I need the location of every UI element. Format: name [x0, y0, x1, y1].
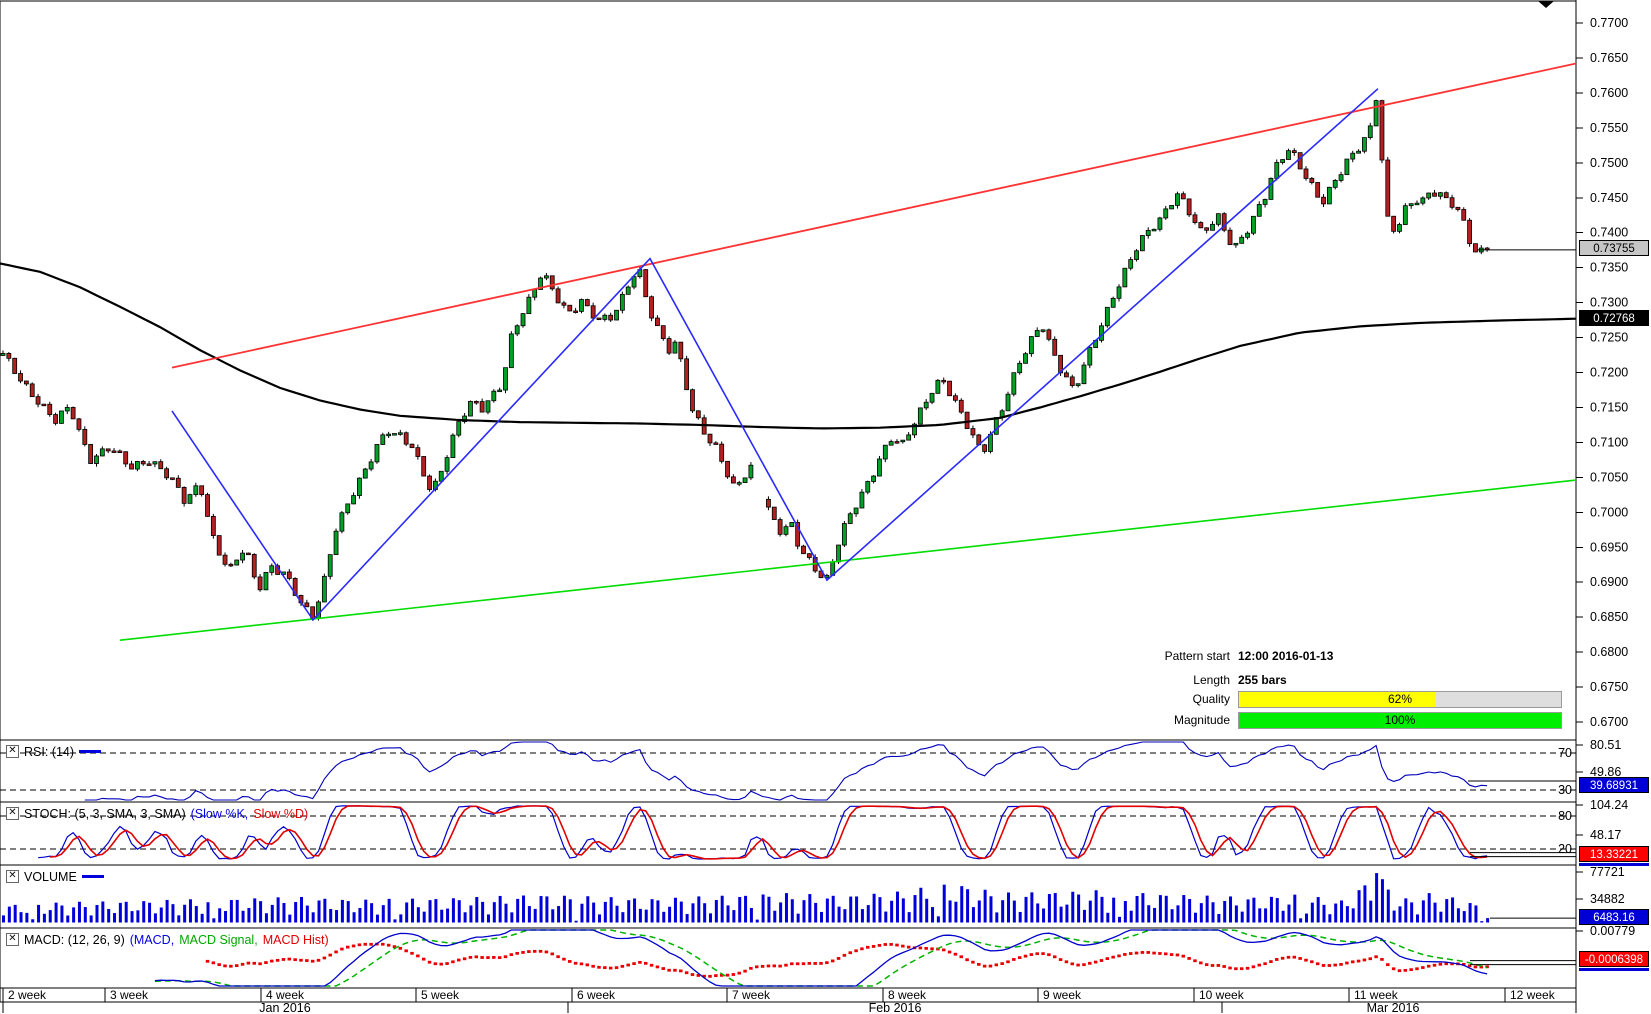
quality-progress-bar: 62% — [1238, 691, 1562, 708]
stoch-checkbox[interactable]: ✕ — [6, 807, 19, 820]
svg-text:77721: 77721 — [1590, 865, 1625, 879]
svg-text:48.17: 48.17 — [1590, 828, 1621, 842]
svg-text:0.6750: 0.6750 — [1590, 680, 1628, 694]
quality-percent: 62% — [1387, 692, 1413, 706]
stoch-panel-label: STOCH: (5, 3, SMA, 3, SMA) — [24, 806, 186, 821]
svg-text:0.7150: 0.7150 — [1590, 400, 1628, 414]
svg-text:6 week: 6 week — [577, 988, 616, 1002]
macd-value-box: -0.0006398 — [1579, 951, 1649, 967]
pattern-magnitude-label: Magnitude — [1173, 713, 1230, 727]
macd-panel-header: ✕ MACD: (12, 26, 9) (MACD, MACD Signal, … — [6, 932, 329, 947]
macd-hist-legend: MACD Hist) — [262, 932, 329, 947]
svg-text:0.6800: 0.6800 — [1590, 645, 1628, 659]
svg-text:104.24: 104.24 — [1590, 798, 1628, 812]
current-price-box: 0.73755 — [1579, 240, 1649, 256]
magnitude-progress-fill — [1239, 713, 1561, 728]
svg-text:0.7550: 0.7550 — [1590, 121, 1628, 135]
volume-line-legend-icon — [81, 875, 104, 878]
volume-checkbox[interactable]: ✕ — [6, 870, 19, 883]
svg-text:4 week: 4 week — [266, 988, 305, 1002]
svg-text:0.6950: 0.6950 — [1590, 540, 1628, 554]
volume-value-box: 6483.16 — [1579, 909, 1649, 925]
svg-text:0.7600: 0.7600 — [1590, 86, 1628, 100]
pattern-start-label: Pattern start — [1164, 649, 1230, 663]
svg-text:0.7450: 0.7450 — [1590, 191, 1628, 205]
svg-text:80.51: 80.51 — [1590, 738, 1621, 752]
volume-panel-label: VOLUME — [24, 869, 77, 884]
svg-text:0.7050: 0.7050 — [1590, 470, 1628, 484]
svg-text:0.6900: 0.6900 — [1590, 575, 1628, 589]
svg-text:0.7350: 0.7350 — [1590, 261, 1628, 275]
svg-text:2 week: 2 week — [8, 988, 47, 1002]
svg-text:0.7700: 0.7700 — [1590, 16, 1628, 30]
svg-text:70: 70 — [1558, 746, 1572, 760]
svg-text:0.6850: 0.6850 — [1590, 610, 1628, 624]
stoch-value-box: 13.33221 — [1579, 846, 1649, 862]
stoch-slow-d-legend: Slow %D) — [253, 806, 309, 821]
rsi-checkbox[interactable]: ✕ — [6, 745, 19, 758]
svg-text:11 week: 11 week — [1354, 988, 1399, 1002]
svg-text:49.86: 49.86 — [1590, 765, 1621, 779]
volume-panel-header: ✕ VOLUME — [6, 869, 104, 884]
magnitude-progress-bar: 100% — [1238, 712, 1562, 729]
moving-average-value-box: 0.72768 — [1579, 310, 1649, 326]
svg-text:34882: 34882 — [1590, 892, 1625, 906]
svg-text:10 week: 10 week — [1199, 988, 1245, 1002]
pattern-quality-label: Quality — [1192, 692, 1230, 706]
rsi-panel-label: RSI: (14) — [24, 744, 75, 759]
svg-text:8 week: 8 week — [888, 988, 927, 1002]
svg-text:5 week: 5 week — [421, 988, 460, 1002]
svg-text:Feb 2016: Feb 2016 — [869, 1001, 922, 1014]
svg-text:7 week: 7 week — [732, 988, 771, 1002]
svg-text:0.7000: 0.7000 — [1590, 505, 1628, 519]
macd-checkbox[interactable]: ✕ — [6, 933, 19, 946]
svg-text:0.00779: 0.00779 — [1590, 924, 1635, 938]
stoch-panel-header: ✕ STOCH: (5, 3, SMA, 3, SMA) (Slow %K, S… — [6, 806, 308, 821]
macd-signal-legend: MACD Signal, — [179, 932, 258, 947]
quality-progress-fill — [1239, 692, 1437, 707]
magnitude-percent: 100% — [1384, 713, 1416, 727]
pattern-start-value: 12:00 2016-01-13 — [1238, 649, 1334, 663]
rsi-value-box: 39.68931 — [1579, 777, 1649, 793]
svg-text:0.7200: 0.7200 — [1590, 366, 1628, 380]
macd-signal-value-strip — [1579, 968, 1649, 971]
svg-text:0.6700: 0.6700 — [1590, 715, 1628, 729]
svg-text:9 week: 9 week — [1043, 988, 1082, 1002]
svg-text:3 week: 3 week — [110, 988, 149, 1002]
svg-text:80: 80 — [1558, 809, 1572, 823]
svg-text:0.7300: 0.7300 — [1590, 296, 1628, 310]
rsi-panel-header: ✕ RSI: (14) — [6, 744, 102, 759]
pattern-length-value: 255 bars — [1238, 673, 1287, 687]
svg-text:Mar 2016: Mar 2016 — [1367, 1001, 1420, 1014]
svg-text:0.7100: 0.7100 — [1590, 435, 1628, 449]
stoch-slow-k-legend: (Slow %K, — [190, 806, 249, 821]
svg-text:0.7650: 0.7650 — [1590, 51, 1628, 65]
svg-text:0.7400: 0.7400 — [1590, 226, 1628, 240]
rsi-line-legend-icon — [79, 750, 102, 753]
macd-line-legend: (MACD, — [129, 932, 175, 947]
svg-text:0.7500: 0.7500 — [1590, 156, 1628, 170]
pattern-length-label: Length — [1193, 673, 1230, 687]
macd-panel-label: MACD: (12, 26, 9) — [24, 932, 125, 947]
svg-text:0.7250: 0.7250 — [1590, 331, 1628, 345]
stoch-k-value-strip — [1579, 863, 1649, 866]
svg-text:Jan 2016: Jan 2016 — [259, 1001, 310, 1014]
svg-text:12 week: 12 week — [1510, 988, 1556, 1002]
svg-text:30: 30 — [1558, 783, 1572, 797]
svg-text:20: 20 — [1558, 842, 1572, 856]
